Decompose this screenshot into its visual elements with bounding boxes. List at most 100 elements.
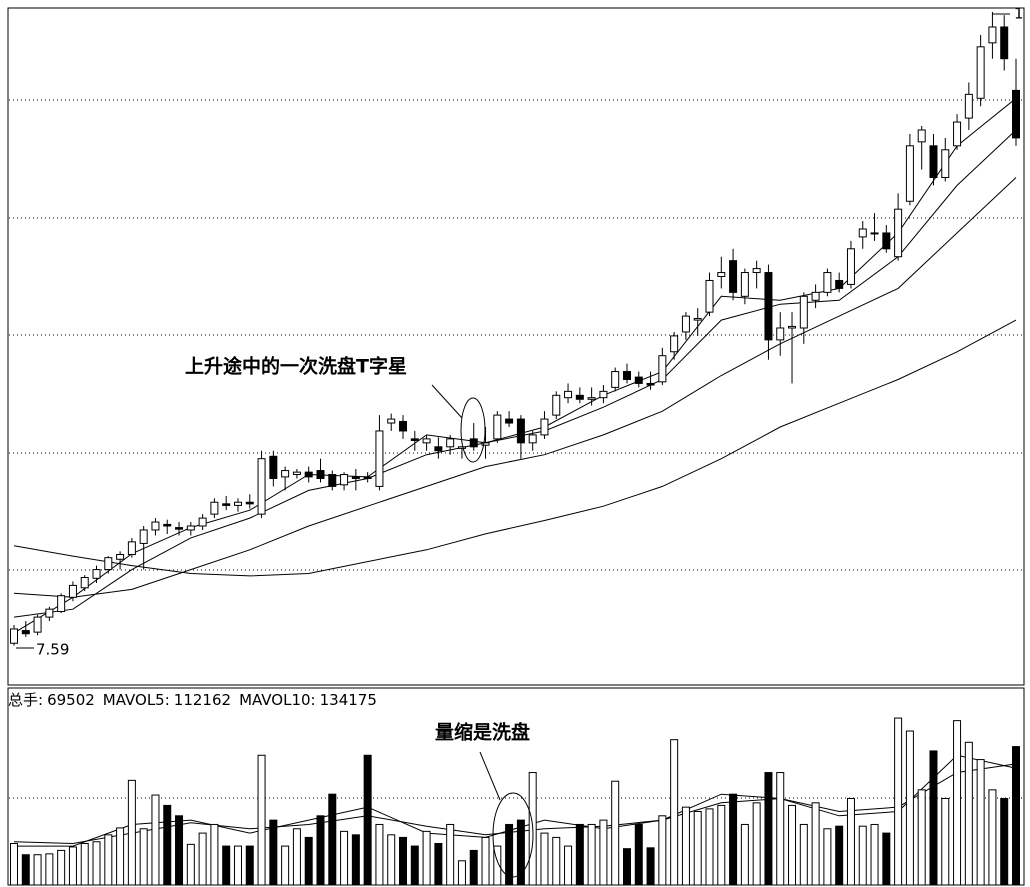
candle-body <box>505 418 514 424</box>
candle-body <box>528 434 537 444</box>
volume-bar <box>245 845 254 886</box>
candle-body <box>363 476 372 479</box>
leader-line <box>479 751 501 801</box>
candle-body <box>116 554 125 560</box>
ma-line <box>13 177 1017 598</box>
candle-body <box>45 608 54 618</box>
volume-bar <box>752 802 761 886</box>
volume-bar <box>858 825 867 886</box>
candle-body <box>575 394 584 400</box>
volume-header: 总手: 69502 MAVOL5: 112162 MAVOL10: 134175 <box>8 691 377 709</box>
volume-bar <box>186 843 195 886</box>
volume-bar <box>269 819 278 886</box>
candle-body <box>905 145 914 202</box>
candle-body <box>469 438 478 448</box>
candle-body <box>646 382 655 386</box>
candle-body <box>846 248 855 285</box>
volume-bar <box>622 848 631 886</box>
volume-bar <box>646 847 655 886</box>
high-label: 1 <box>1014 5 1024 23</box>
volume-bar <box>375 823 384 886</box>
volume-bar <box>422 830 431 886</box>
volume-bar <box>693 810 702 886</box>
candle-body <box>351 476 360 479</box>
volume-bar <box>823 828 832 886</box>
volume-bar <box>281 845 290 886</box>
volume-bar <box>210 823 219 886</box>
volume-bar <box>658 815 667 886</box>
volume-bar <box>882 832 891 886</box>
candle-body <box>670 335 679 353</box>
candle-body <box>552 394 561 416</box>
volume-panel <box>7 687 1025 886</box>
volume-bar <box>894 717 903 886</box>
candle-body <box>399 420 408 432</box>
volume-bar <box>988 789 997 886</box>
candle-body <box>599 390 608 399</box>
candle-body <box>127 541 136 556</box>
volume-bar <box>410 845 419 886</box>
candle-body <box>953 121 962 147</box>
header-value: 112162 <box>174 691 231 709</box>
candle-body <box>587 397 596 400</box>
volume-bar <box>564 845 573 886</box>
candle-body <box>540 418 549 436</box>
candle-body <box>446 438 455 448</box>
header-label: MAVOL10: <box>239 691 316 709</box>
volume-bar <box>776 772 785 886</box>
volume-bar <box>516 819 525 886</box>
volume-bar <box>505 823 514 886</box>
candle-body <box>92 569 101 579</box>
volume-bar <box>104 834 113 886</box>
volume-bar <box>611 780 620 886</box>
volume-bar <box>1000 798 1009 886</box>
volume-bar <box>21 854 30 886</box>
candle-body <box>375 430 384 487</box>
candle-body <box>210 501 219 515</box>
candle-body <box>175 527 184 530</box>
candle-body <box>740 272 749 297</box>
volume-bar <box>457 860 466 886</box>
candle-body <box>835 279 844 289</box>
volume-bar <box>257 754 266 886</box>
volume-bar <box>139 828 148 886</box>
candle-body <box>929 145 938 179</box>
volume-bar <box>316 815 325 886</box>
volume-bar <box>953 720 962 886</box>
volume-bar <box>351 834 360 886</box>
candle-body <box>422 438 431 444</box>
candle-body <box>104 557 113 571</box>
volume-bar <box>846 798 855 886</box>
volume-bar <box>835 825 844 886</box>
candle-body <box>917 129 926 143</box>
candle-body <box>340 474 349 486</box>
volume-bar <box>80 842 89 886</box>
candle-body <box>611 371 620 388</box>
volume-bar <box>292 828 301 886</box>
volume-bar <box>634 823 643 886</box>
candle-body <box>693 317 702 321</box>
candle-body <box>870 232 879 235</box>
volume-bar <box>222 845 231 886</box>
candle-body <box>729 260 738 293</box>
candle-body <box>163 523 172 527</box>
volume-bar <box>799 823 808 886</box>
candle-body <box>858 228 867 238</box>
annotation: 量缩是洗盘 <box>435 721 530 744</box>
candle-body <box>21 630 30 635</box>
volume-bar <box>587 823 596 886</box>
candle-body <box>304 471 313 478</box>
volume-bar <box>811 802 820 886</box>
candle-body <box>882 232 891 250</box>
ma-line <box>13 319 1017 577</box>
ma-line <box>13 129 1017 618</box>
candle-body <box>681 315 690 333</box>
candle-body <box>80 576 89 589</box>
candle-body <box>328 474 337 487</box>
candle-body <box>186 525 195 531</box>
candle-body <box>964 93 973 119</box>
header-label: 总手: <box>8 691 43 709</box>
candle-body <box>564 390 573 399</box>
candle-body <box>281 470 290 478</box>
